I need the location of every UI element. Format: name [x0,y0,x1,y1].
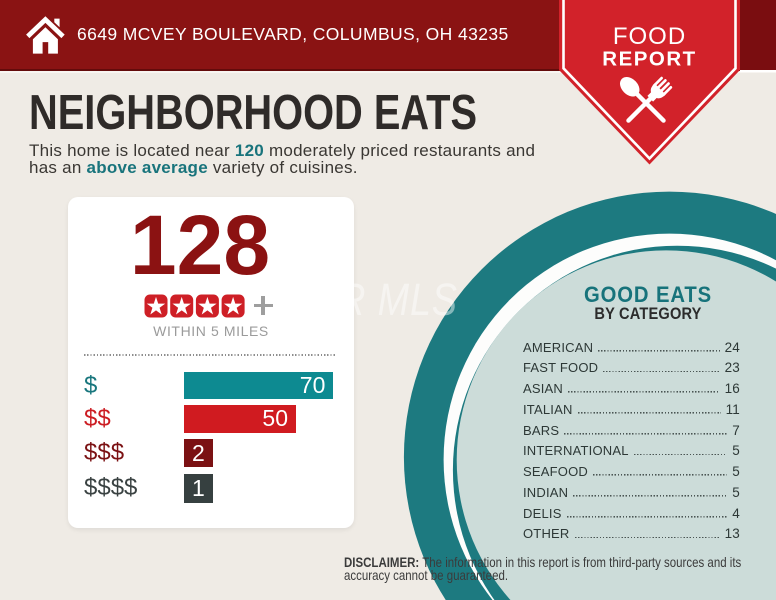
svg-text:REPORT: REPORT [602,48,696,71]
svg-text:FOOD: FOOD [613,23,686,50]
